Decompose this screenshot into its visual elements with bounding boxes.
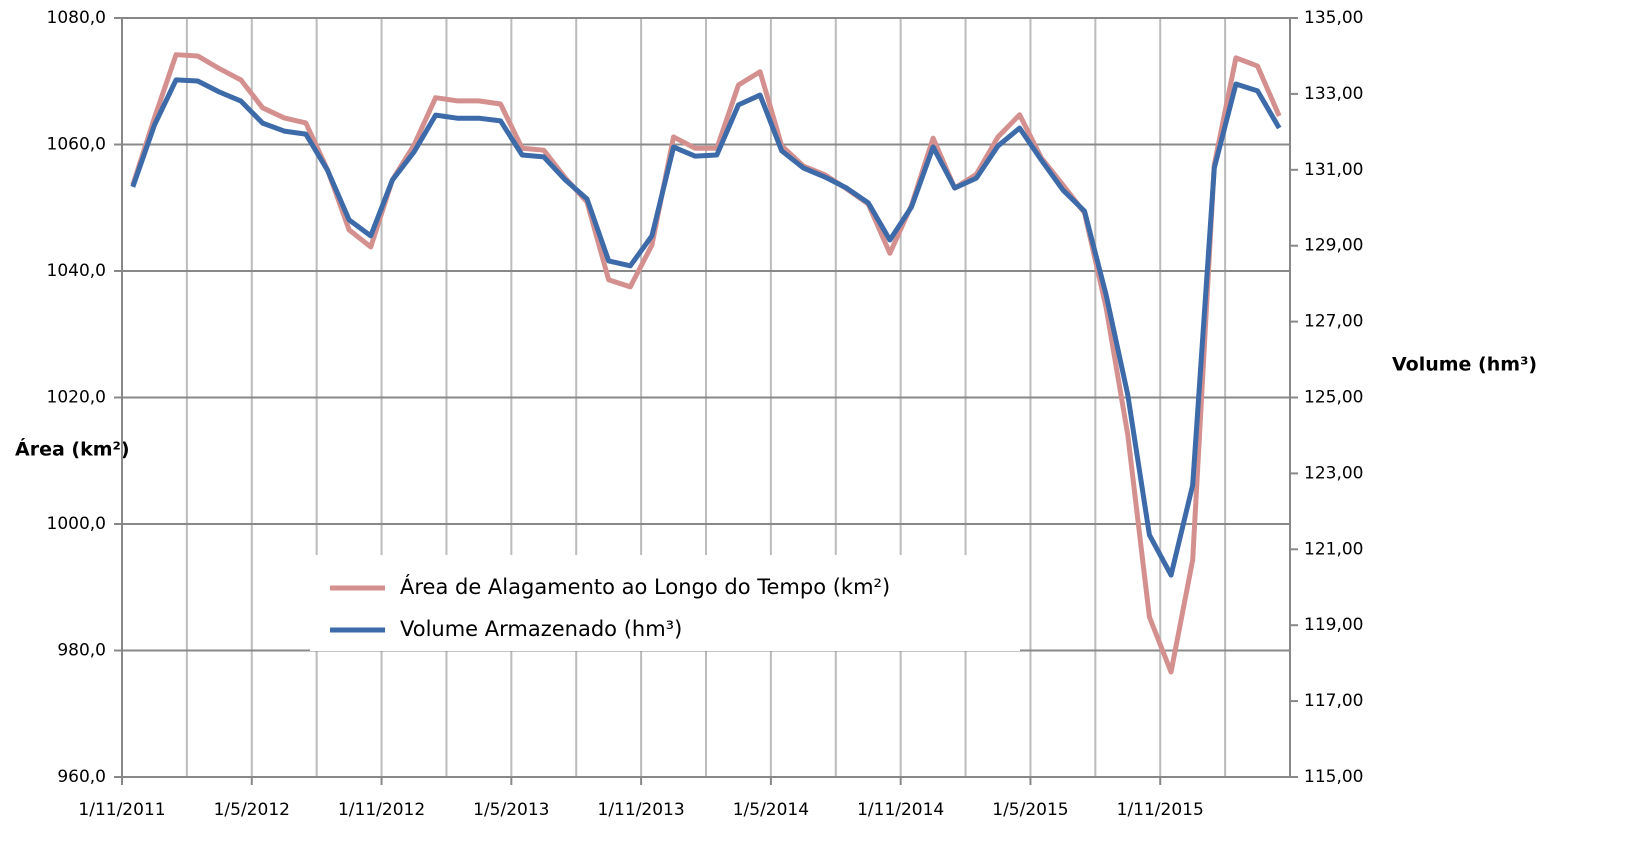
y-tick-label: 960,0 xyxy=(57,767,106,787)
y2-axis-title: Volume (hm³) xyxy=(1392,354,1537,376)
legend-label: Área de Alagamento ao Longo do Tempo (km… xyxy=(400,574,890,599)
y-axis-title: Área (km²) xyxy=(15,438,130,461)
legend-box xyxy=(310,555,1020,651)
y2-tick-label: 119,00 xyxy=(1304,615,1363,635)
y2-tick-label: 133,00 xyxy=(1304,84,1363,104)
y-tick-label: 980,0 xyxy=(57,641,106,661)
y2-tick-label: 127,00 xyxy=(1304,312,1363,332)
x-tick-label: 1/11/2014 xyxy=(857,800,944,820)
y2-tick-label: 125,00 xyxy=(1304,388,1363,408)
y2-tick-label: 123,00 xyxy=(1304,463,1363,483)
x-tick-label: 1/11/2015 xyxy=(1117,800,1204,820)
y-tick-label: 1000,0 xyxy=(47,514,106,534)
y-tick-label: 1080,0 xyxy=(47,8,106,28)
y-tick-label: 1020,0 xyxy=(47,388,106,408)
y2-tick-label: 115,00 xyxy=(1304,767,1363,787)
x-tick-label: 1/5/2013 xyxy=(473,800,549,820)
y-tick-label: 1060,0 xyxy=(47,135,106,155)
y2-tick-label: 121,00 xyxy=(1304,539,1363,559)
legend-label: Volume Armazenado (hm³) xyxy=(400,617,682,641)
x-tick-label: 1/5/2014 xyxy=(733,800,809,820)
y2-tick-label: 135,00 xyxy=(1304,8,1363,28)
y-tick-label: 1040,0 xyxy=(47,261,106,281)
y2-tick-label: 131,00 xyxy=(1304,160,1363,180)
x-tick-label: 1/11/2012 xyxy=(338,800,425,820)
x-tick-label: 1/11/2011 xyxy=(78,800,165,820)
y2-tick-label: 129,00 xyxy=(1304,236,1363,256)
x-tick-label: 1/11/2013 xyxy=(598,800,685,820)
y2-tick-label: 117,00 xyxy=(1304,691,1363,711)
x-tick-label: 1/5/2012 xyxy=(214,800,290,820)
series-line xyxy=(130,77,1282,578)
x-tick-label: 1/5/2015 xyxy=(992,800,1068,820)
